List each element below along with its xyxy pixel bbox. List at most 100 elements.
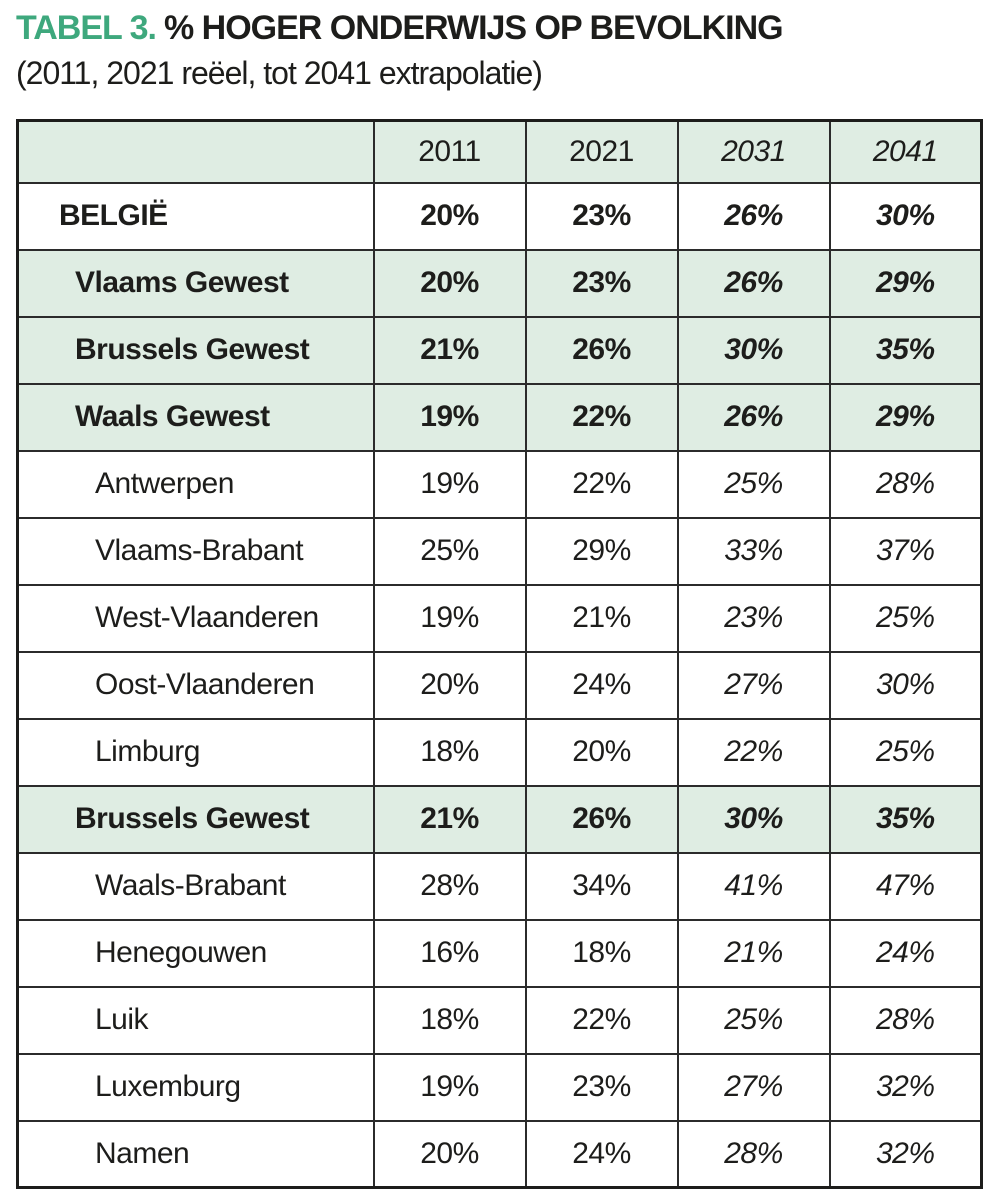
region-name-cell: BELGIË bbox=[16, 181, 375, 251]
value-cell: 30% bbox=[828, 650, 983, 720]
value-cell: 41% bbox=[676, 851, 831, 921]
table-row: Namen 20% 24% 28% 32% bbox=[16, 1119, 983, 1189]
value-cell: 30% bbox=[676, 784, 831, 854]
value-cell: 25% bbox=[676, 449, 831, 519]
table-row: Brussels Gewest 21% 26% 30% 35% bbox=[16, 315, 983, 385]
region-name-cell: Namen bbox=[16, 1119, 375, 1189]
value-cell: 34% bbox=[524, 851, 679, 921]
value-cell: 35% bbox=[828, 315, 983, 385]
value-cell: 33% bbox=[676, 516, 831, 586]
value-cell: 32% bbox=[828, 1052, 983, 1122]
table-row: Vlaams Gewest 20% 23% 26% 29% bbox=[16, 248, 983, 318]
value-cell: 20% bbox=[524, 717, 679, 787]
value-cell: 21% bbox=[372, 315, 527, 385]
table-row: West-Vlaanderen 19% 21% 23% 25% bbox=[16, 583, 983, 653]
region-name-cell: West-Vlaanderen bbox=[16, 583, 375, 653]
value-cell: 24% bbox=[524, 650, 679, 720]
value-cell: 19% bbox=[372, 1052, 527, 1122]
value-cell: 27% bbox=[676, 1052, 831, 1122]
page-subtitle: (2011, 2021 reëel, tot 2041 extrapolatie… bbox=[16, 55, 543, 92]
value-cell: 20% bbox=[372, 1119, 527, 1189]
value-cell: 30% bbox=[676, 315, 831, 385]
value-cell: 19% bbox=[372, 449, 527, 519]
value-cell: 37% bbox=[828, 516, 983, 586]
value-cell: 26% bbox=[676, 382, 831, 452]
value-cell: 29% bbox=[524, 516, 679, 586]
value-cell: 18% bbox=[372, 717, 527, 787]
value-cell: 29% bbox=[828, 382, 983, 452]
table-row: Vlaams-Brabant 25% 29% 33% 37% bbox=[16, 516, 983, 586]
education-table: 2011 2021 2031 2041 BELGIË 20% 23% 26% 30% Vlaam… bbox=[16, 119, 983, 1190]
table-row: Waals-Brabant 28% 34% 41% 47% bbox=[16, 851, 983, 921]
region-name-cell: Vlaams-Brabant bbox=[16, 516, 375, 586]
table-row: Antwerpen 19% 22% 25% 28% bbox=[16, 449, 983, 519]
value-cell: 25% bbox=[676, 985, 831, 1055]
value-cell: 20% bbox=[372, 248, 527, 318]
table-row: Henegouwen 16% 18% 21% 24% bbox=[16, 918, 983, 988]
value-cell: 26% bbox=[676, 248, 831, 318]
value-cell: 30% bbox=[828, 181, 983, 251]
year-column-header: 2041 bbox=[828, 119, 983, 184]
region-column-header bbox=[16, 119, 375, 184]
value-cell: 21% bbox=[676, 918, 831, 988]
region-name-cell: Brussels Gewest bbox=[16, 315, 375, 385]
value-cell: 18% bbox=[372, 985, 527, 1055]
value-cell: 18% bbox=[524, 918, 679, 988]
table-row: BELGIË 20% 23% 26% 30% bbox=[16, 181, 983, 251]
value-cell: 25% bbox=[828, 717, 983, 787]
value-cell: 25% bbox=[372, 516, 527, 586]
value-cell: 23% bbox=[676, 583, 831, 653]
value-cell: 35% bbox=[828, 784, 983, 854]
value-cell: 22% bbox=[524, 985, 679, 1055]
value-cell: 29% bbox=[828, 248, 983, 318]
region-name-cell: Luik bbox=[16, 985, 375, 1055]
value-cell: 23% bbox=[524, 248, 679, 318]
table-row: Limburg 18% 20% 22% 25% bbox=[16, 717, 983, 787]
value-cell: 28% bbox=[372, 851, 527, 921]
value-cell: 22% bbox=[524, 449, 679, 519]
region-name-cell: Luxemburg bbox=[16, 1052, 375, 1122]
value-cell: 26% bbox=[524, 315, 679, 385]
year-column-header: 2011 bbox=[372, 119, 527, 184]
value-cell: 20% bbox=[372, 650, 527, 720]
page-title: TABEL 3.% HOGER ONDERWIJS OP BEVOLKING bbox=[16, 9, 980, 47]
table-row: Brussels Gewest 21% 26% 30% 35% bbox=[16, 784, 983, 854]
value-cell: 27% bbox=[676, 650, 831, 720]
value-cell: 26% bbox=[676, 181, 831, 251]
region-name-cell: Vlaams Gewest bbox=[16, 248, 375, 318]
value-cell: 32% bbox=[828, 1119, 983, 1189]
region-name-cell: Waals-Brabant bbox=[16, 851, 375, 921]
region-name-cell: Limburg bbox=[16, 717, 375, 787]
region-name-cell: Waals Gewest bbox=[16, 382, 375, 452]
region-name-cell: Antwerpen bbox=[16, 449, 375, 519]
value-cell: 25% bbox=[828, 583, 983, 653]
year-column-header: 2031 bbox=[676, 119, 831, 184]
value-cell: 28% bbox=[676, 1119, 831, 1189]
table-row: Waals Gewest 19% 22% 26% 29% bbox=[16, 382, 983, 452]
value-cell: 23% bbox=[524, 181, 679, 251]
value-cell: 24% bbox=[524, 1119, 679, 1189]
value-cell: 19% bbox=[372, 382, 527, 452]
value-cell: 26% bbox=[524, 784, 679, 854]
header-row: 2011 2021 2031 2041 bbox=[16, 119, 983, 184]
table-title-text: % HOGER ONDERWIJS OP BEVOLKING bbox=[164, 9, 784, 47]
value-cell: 16% bbox=[372, 918, 527, 988]
table-row: Oost-Vlaanderen 20% 24% 27% 30% bbox=[16, 650, 983, 720]
value-cell: 22% bbox=[524, 382, 679, 452]
value-cell: 22% bbox=[676, 717, 831, 787]
value-cell: 47% bbox=[828, 851, 983, 921]
table-number-label: TABEL 3. bbox=[16, 9, 157, 47]
value-cell: 20% bbox=[372, 181, 527, 251]
value-cell: 21% bbox=[524, 583, 679, 653]
value-cell: 23% bbox=[524, 1052, 679, 1122]
region-name-cell: Oost-Vlaanderen bbox=[16, 650, 375, 720]
value-cell: 21% bbox=[372, 784, 527, 854]
value-cell: 28% bbox=[828, 449, 983, 519]
year-column-header: 2021 bbox=[524, 119, 679, 184]
region-name-cell: Brussels Gewest bbox=[16, 784, 375, 854]
value-cell: 28% bbox=[828, 985, 983, 1055]
value-cell: 24% bbox=[828, 918, 983, 988]
table-row: Luxemburg 19% 23% 27% 32% bbox=[16, 1052, 983, 1122]
table-row: Luik 18% 22% 25% 28% bbox=[16, 985, 983, 1055]
